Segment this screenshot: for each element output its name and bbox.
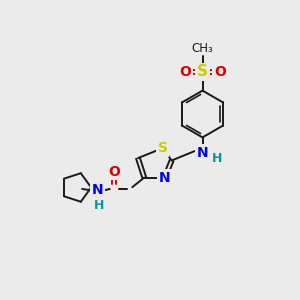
Text: H: H bbox=[212, 152, 222, 165]
Text: S: S bbox=[197, 64, 208, 80]
Text: CH₃: CH₃ bbox=[192, 42, 213, 55]
Text: N: N bbox=[159, 171, 170, 184]
Text: H: H bbox=[94, 199, 104, 212]
Text: S: S bbox=[158, 141, 168, 155]
Text: N: N bbox=[92, 184, 103, 197]
Text: O: O bbox=[108, 165, 120, 178]
Text: O: O bbox=[179, 65, 191, 79]
Text: O: O bbox=[214, 65, 226, 79]
Text: N: N bbox=[197, 146, 208, 160]
